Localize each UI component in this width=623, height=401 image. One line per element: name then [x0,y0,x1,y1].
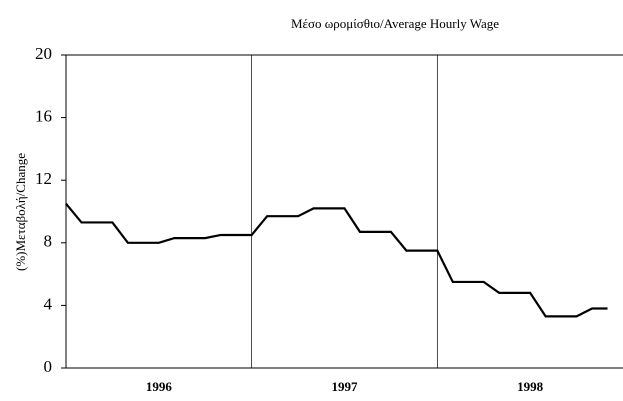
x-group-label: 1996 [146,379,173,394]
x-group-label: 1997 [332,379,359,394]
y-tick-label: 4 [44,294,53,313]
y-tick-label: 8 [44,232,53,251]
chart-title: Μέσο ωρομίσθιο/Average Hourly Wage [291,16,499,31]
y-tick-label: 20 [35,44,52,63]
data-line [65,202,608,318]
y-axis-label: (%)Μεταβολή/Change [13,153,28,271]
y-tick-label: 12 [35,169,52,188]
x-group-label: 1998 [517,379,544,394]
y-tick-label: 0 [44,357,53,376]
y-tick-label: 16 [35,107,52,126]
